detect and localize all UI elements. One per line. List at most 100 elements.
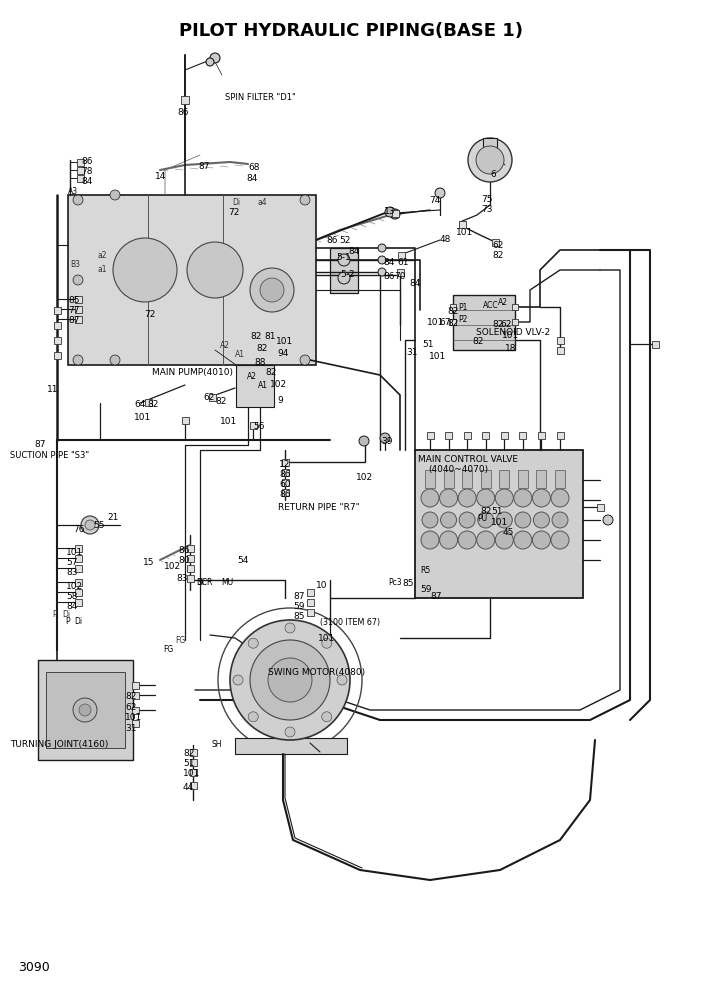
Text: 85: 85 xyxy=(402,579,413,588)
Text: 94: 94 xyxy=(277,349,289,358)
Circle shape xyxy=(380,433,390,443)
Bar xyxy=(597,504,604,511)
Text: 101: 101 xyxy=(276,337,293,346)
Text: 60: 60 xyxy=(279,480,291,489)
FancyBboxPatch shape xyxy=(453,295,515,350)
Text: 102: 102 xyxy=(164,562,181,571)
FancyBboxPatch shape xyxy=(46,672,125,748)
Text: 31: 31 xyxy=(125,724,136,733)
Bar xyxy=(458,220,465,227)
Text: 51: 51 xyxy=(422,340,434,349)
Text: A1: A1 xyxy=(235,350,245,359)
Bar xyxy=(74,545,81,552)
Circle shape xyxy=(552,512,568,528)
Text: 101: 101 xyxy=(66,548,84,557)
Bar xyxy=(53,307,60,313)
Text: 56: 56 xyxy=(253,422,265,431)
Text: 62: 62 xyxy=(125,703,136,712)
Bar xyxy=(145,399,152,406)
Bar xyxy=(519,432,526,438)
Circle shape xyxy=(322,638,332,648)
Text: 101: 101 xyxy=(220,417,237,426)
Circle shape xyxy=(359,436,369,446)
Circle shape xyxy=(514,489,532,507)
Text: 12: 12 xyxy=(279,460,291,469)
Bar xyxy=(557,432,564,438)
Text: A2: A2 xyxy=(498,298,508,307)
Text: 82: 82 xyxy=(250,332,261,341)
Circle shape xyxy=(285,623,295,633)
Text: 85: 85 xyxy=(68,296,79,305)
Text: 57: 57 xyxy=(66,558,77,567)
Text: 39: 39 xyxy=(381,437,392,446)
Text: 55: 55 xyxy=(93,521,105,530)
Bar xyxy=(131,706,138,713)
Text: 102: 102 xyxy=(356,473,373,482)
Bar xyxy=(74,578,81,585)
Text: FG: FG xyxy=(175,636,185,645)
Text: 81: 81 xyxy=(264,332,275,341)
FancyBboxPatch shape xyxy=(415,450,583,598)
Text: 82: 82 xyxy=(256,344,267,353)
Text: R5: R5 xyxy=(420,566,430,575)
Bar xyxy=(53,336,60,343)
Bar xyxy=(131,682,138,688)
Text: A2: A2 xyxy=(220,341,230,350)
FancyBboxPatch shape xyxy=(499,470,509,488)
Bar xyxy=(307,588,314,595)
Circle shape xyxy=(515,512,531,528)
Text: 82: 82 xyxy=(472,337,484,346)
Bar xyxy=(187,574,194,581)
Bar xyxy=(282,478,289,485)
Text: a1: a1 xyxy=(98,265,107,274)
Text: 82: 82 xyxy=(125,692,136,701)
Text: 58: 58 xyxy=(66,592,77,601)
Circle shape xyxy=(477,489,495,507)
Text: A3: A3 xyxy=(68,187,78,196)
Text: 61: 61 xyxy=(397,258,409,267)
Circle shape xyxy=(458,489,476,507)
Text: 5-1: 5-1 xyxy=(336,253,351,262)
Text: 31: 31 xyxy=(406,348,418,357)
Circle shape xyxy=(249,638,258,648)
Bar xyxy=(77,175,84,182)
Circle shape xyxy=(206,58,214,66)
Bar xyxy=(450,304,456,310)
Text: A1: A1 xyxy=(258,381,268,390)
Bar xyxy=(187,564,194,571)
Bar xyxy=(538,432,545,438)
Text: Di: Di xyxy=(74,617,82,626)
Bar xyxy=(74,598,81,605)
Circle shape xyxy=(468,138,512,182)
Bar xyxy=(53,351,60,358)
Bar xyxy=(74,306,81,312)
Text: 82: 82 xyxy=(492,320,503,329)
Circle shape xyxy=(110,355,120,365)
Text: SOLENOID VLV-2: SOLENOID VLV-2 xyxy=(476,328,550,337)
Text: P1: P1 xyxy=(458,303,468,312)
Text: (3100 ITEM 67): (3100 ITEM 67) xyxy=(320,618,380,627)
Text: 5-2: 5-2 xyxy=(340,270,355,279)
Text: 59: 59 xyxy=(293,602,305,611)
FancyBboxPatch shape xyxy=(555,470,565,488)
Circle shape xyxy=(390,209,400,219)
Text: 83: 83 xyxy=(66,568,77,577)
Text: 72: 72 xyxy=(228,208,239,217)
Text: 68: 68 xyxy=(248,163,260,172)
Circle shape xyxy=(338,254,350,266)
Text: 86: 86 xyxy=(326,236,338,245)
FancyBboxPatch shape xyxy=(462,470,472,488)
Bar xyxy=(512,319,518,325)
Circle shape xyxy=(73,355,83,365)
Text: 101: 101 xyxy=(134,413,151,422)
FancyBboxPatch shape xyxy=(518,470,528,488)
Text: 59: 59 xyxy=(420,585,432,594)
Text: PILOT HYDRAULIC PIPING(BASE 1): PILOT HYDRAULIC PIPING(BASE 1) xyxy=(179,22,523,40)
FancyBboxPatch shape xyxy=(235,738,347,754)
Circle shape xyxy=(496,531,513,549)
Bar xyxy=(190,782,197,789)
Circle shape xyxy=(532,489,550,507)
Circle shape xyxy=(249,712,258,722)
Bar xyxy=(397,252,404,259)
Text: 21: 21 xyxy=(107,513,119,522)
